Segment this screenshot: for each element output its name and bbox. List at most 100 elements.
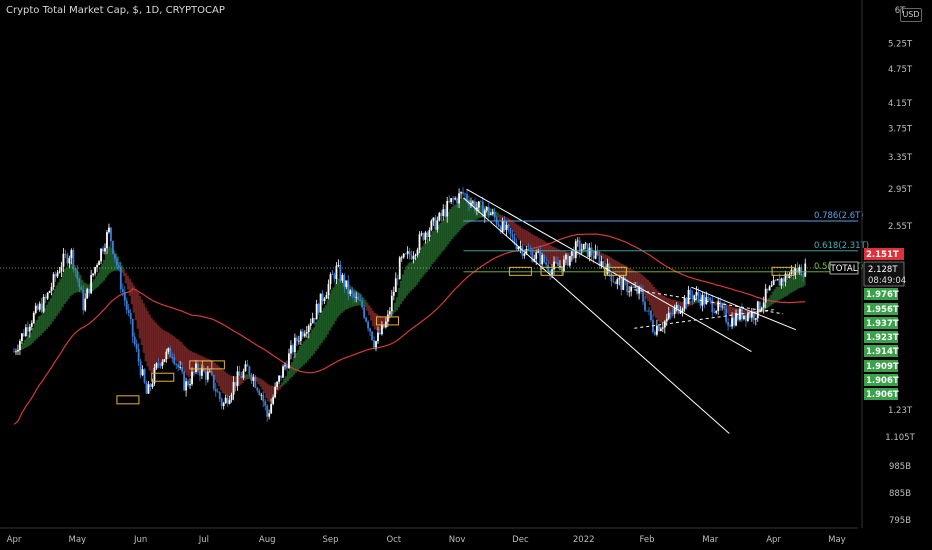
ribbon-segment <box>101 263 104 283</box>
ribbon-segment <box>512 221 515 232</box>
ribbon-segment <box>472 202 476 221</box>
candle-body <box>299 331 302 341</box>
ribbon-segment <box>237 376 240 386</box>
candle-body <box>155 363 158 368</box>
ribbon-segment <box>785 280 788 296</box>
highlight-box[interactable] <box>375 316 399 326</box>
candle-body <box>256 387 259 391</box>
candle-body <box>329 274 332 284</box>
highlight-box[interactable] <box>151 372 175 382</box>
ribbon-segment <box>427 238 430 270</box>
ribbon-segment <box>310 329 313 357</box>
ribbon-segment <box>247 374 250 379</box>
ribbon-segment <box>225 373 228 397</box>
ribbon-segment <box>217 366 221 387</box>
highlight-box[interactable] <box>116 395 140 405</box>
ribbon-segment <box>443 219 446 250</box>
ribbon-segment <box>787 279 790 295</box>
candle-body <box>509 228 512 235</box>
ribbon-segment <box>617 261 620 276</box>
candle-body <box>432 217 435 221</box>
trendline[interactable] <box>463 197 730 434</box>
ribbon-segment <box>377 315 381 332</box>
candle-body <box>240 375 243 378</box>
candle-body <box>477 201 480 208</box>
candle-body <box>535 252 538 259</box>
ribbon-segment <box>441 219 444 252</box>
time-axis[interactable]: Apr May Jun Jul Aug Sep Oct Nov Dec 2022 Feb Mar Apr… <box>0 527 858 545</box>
candle-body <box>72 249 75 269</box>
ribbon-segment <box>132 285 135 313</box>
ribbon-segment <box>611 258 614 272</box>
candle-body <box>479 201 482 203</box>
candle-body <box>337 264 340 266</box>
highlight-box[interactable] <box>540 266 564 276</box>
trendline[interactable] <box>634 289 784 315</box>
trendline[interactable] <box>466 188 752 352</box>
trendline[interactable] <box>691 286 796 331</box>
ribbon-segment <box>559 250 563 267</box>
ribbon-segment <box>417 252 420 283</box>
highlight-box[interactable] <box>189 360 213 370</box>
ribbon-segment <box>93 279 96 290</box>
ribbon-segment <box>575 251 579 256</box>
highlight-box[interactable] <box>201 360 225 370</box>
y-tick-label: 3.75T <box>888 125 913 135</box>
ribbon-segment <box>158 326 161 369</box>
ribbon-segment <box>470 200 474 222</box>
ribbon-segment <box>496 212 499 218</box>
candle-body <box>559 265 561 267</box>
candle-body <box>123 292 126 301</box>
candle-body <box>754 318 757 320</box>
candle-body <box>527 249 530 251</box>
candle-body <box>201 367 203 376</box>
symbol-tag <box>829 261 859 275</box>
candle-body <box>262 394 265 402</box>
candle-body <box>42 296 45 312</box>
x-tick-label: Mar <box>702 535 719 545</box>
ribbon-segment <box>25 337 29 348</box>
candle-body <box>386 314 389 322</box>
ribbon-segment <box>690 300 693 306</box>
candle-body <box>238 371 241 376</box>
candle-body <box>290 345 292 354</box>
candle-body <box>234 382 237 386</box>
candle-body <box>153 367 156 384</box>
candle-body <box>699 297 702 306</box>
candle-body <box>32 312 35 323</box>
ribbon-segment <box>579 251 583 255</box>
ribbon-segment <box>550 245 553 266</box>
ribbon-level-tag <box>864 374 898 386</box>
currency-button[interactable]: USD <box>900 8 922 22</box>
ribbon-segment <box>375 314 379 331</box>
candle-body <box>746 313 749 321</box>
ribbon-segment <box>97 272 100 287</box>
candle-body <box>456 198 458 204</box>
ribbon-segment <box>615 260 618 276</box>
candle-body <box>578 240 581 252</box>
highlight-box[interactable] <box>771 266 795 276</box>
candle-body <box>246 364 249 367</box>
ribbon-segment <box>154 322 157 371</box>
candle-body <box>685 298 688 305</box>
highlight-box[interactable] <box>603 266 627 276</box>
candle-body <box>46 292 49 299</box>
candle-body <box>428 229 431 237</box>
chart-title: Crypto Total Market Cap, $, 1D, CRYPTOCA… <box>6 5 225 16</box>
candle-body <box>630 286 633 292</box>
candle-body <box>315 303 318 320</box>
ribbon-segment <box>144 307 147 362</box>
candle-body <box>242 370 245 378</box>
candle-body <box>258 390 261 395</box>
ribbon-segment <box>777 286 780 301</box>
candle-body <box>317 303 320 313</box>
ribbon-segment <box>641 274 644 291</box>
ribbon-segment <box>126 275 130 290</box>
ribbon-segment <box>364 299 367 307</box>
ribbon-segment <box>544 241 547 259</box>
ribbon-segment <box>265 382 268 399</box>
ribbon-segment <box>19 345 23 350</box>
ribbon-segment <box>799 273 802 288</box>
highlight-box[interactable] <box>508 266 532 276</box>
